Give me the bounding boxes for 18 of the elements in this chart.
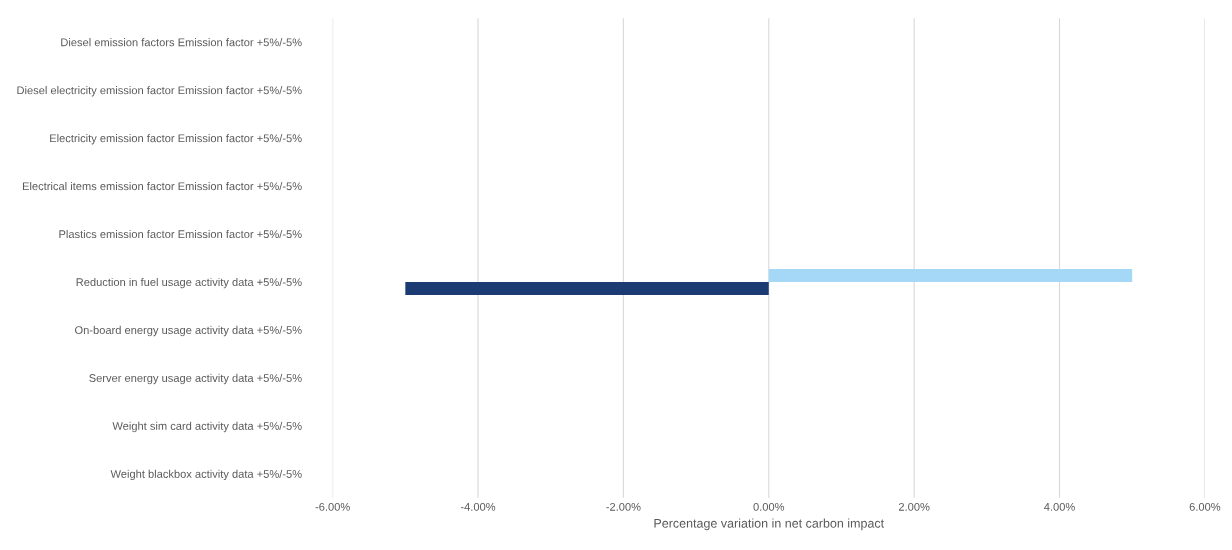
- y-tick-label: Diesel electricity emission factor Emission factor +5%/-5%: [17, 86, 302, 97]
- y-tick-label: Weight sim card activity data +5%/-5%: [112, 421, 302, 433]
- x-tick-label: -2.00%: [606, 502, 641, 511]
- x-tick-label: 0.00%: [753, 502, 785, 511]
- y-tick-label: Plastics emission factor Emission factor +5%/-5%: [59, 229, 302, 239]
- y-tick-label: Reduction in fuel usage activity data +5%/-5%: [76, 277, 302, 289]
- x-tick-label: -6.00%: [315, 502, 350, 511]
- y-tick-label: On-board energy usage activity data +5%/-5%: [75, 325, 302, 337]
- y-tick-label: Server energy usage activity data +5%/-5%: [89, 373, 302, 385]
- x-axis-title: Percentage variation in net carbon impact: [654, 518, 885, 531]
- y-tick-label: Electrical items emission factor Emission factor +5%/-5%: [22, 181, 302, 191]
- x-tick-label: 2.00%: [898, 502, 930, 511]
- x-tick-label: -4.00%: [460, 502, 496, 511]
- y-tick-label: Electricity emission factor Emission factor +5%/-5%: [50, 134, 302, 145]
- y-tick-label: Weight blackbox activity data +5%/-5%: [110, 469, 302, 481]
- y-tick-label: Diesel emission factors Emission factor +5%/-5%: [61, 38, 302, 47]
- x-tick-label: 6.00%: [1189, 502, 1221, 511]
- x-tick-label: 4.00%: [1044, 502, 1075, 511]
